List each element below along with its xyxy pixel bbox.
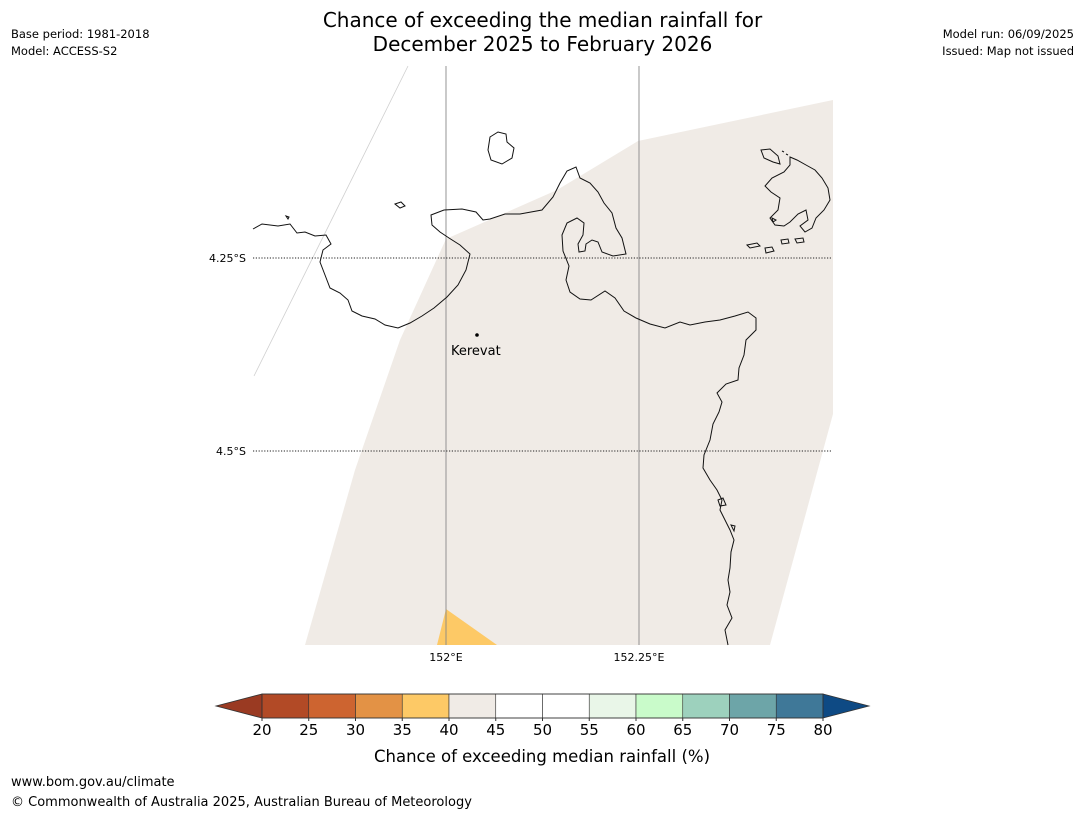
meta-left: Base period: 1981-2018 Model: ACCESS-S2 xyxy=(11,26,150,60)
colorbar-bin-20-25 xyxy=(261,693,310,719)
colorbar-bin-35-40 xyxy=(401,693,450,719)
colorbar-tick-label-75: 75 xyxy=(767,721,786,739)
islet-small xyxy=(393,201,406,209)
meta-right: Model run: 06/09/2025 Issued: Map not is… xyxy=(942,26,1074,60)
colorbar-tick-label-40: 40 xyxy=(439,721,458,739)
colorbar-bin-30-35 xyxy=(355,693,403,719)
colorbar-bin-25-30 xyxy=(308,693,356,719)
coastline-west xyxy=(252,166,757,646)
colorbar-bin-45-50 xyxy=(495,693,543,719)
colorbar-bin-60-65 xyxy=(635,693,684,719)
base-period: Base period: 1981-2018 xyxy=(11,27,150,41)
footer-copyright: © Commonwealth of Australia 2025, Austra… xyxy=(11,795,472,810)
lat-label-4-5: 4.5°S xyxy=(216,445,246,458)
title-line-2: December 2025 to February 2026 xyxy=(372,32,713,56)
coastlines xyxy=(252,131,831,646)
forecast-region xyxy=(305,100,833,645)
colorbar-bin-50-55 xyxy=(542,693,590,719)
issued-status: Issued: Map not issued xyxy=(942,44,1074,58)
orange-probability-patch xyxy=(437,609,497,645)
colorbar-tick-label-55: 55 xyxy=(580,721,599,739)
colorbar-tick-label-30: 30 xyxy=(346,721,365,739)
title-line-1: Chance of exceeding the median rainfall … xyxy=(322,8,763,32)
colorbar-bin-55-60 xyxy=(588,693,637,719)
colorbar-tick-label-25: 25 xyxy=(299,721,318,739)
kerevat-label: Kerevat xyxy=(451,344,501,359)
estuary-detail-1 xyxy=(717,497,727,507)
colorbar: 20 25 30 35 40 45 50 55 60 65 70 75 80 xyxy=(214,693,871,739)
estuary-detail-2 xyxy=(730,524,736,533)
colorbar-tick-label-60: 60 xyxy=(626,721,645,739)
colorbar-tick-label-65: 65 xyxy=(673,721,692,739)
model-name: Model: ACCESS-S2 xyxy=(11,44,118,58)
colorbar-tick-label-80: 80 xyxy=(813,721,832,739)
islet-dot xyxy=(284,215,290,220)
lat-label-4-25: 4.25°S xyxy=(209,252,246,265)
islet-dots-east xyxy=(781,150,789,156)
footer-url[interactable]: www.bom.gov.au/climate xyxy=(11,775,175,790)
map-boundary-line xyxy=(253,65,409,377)
colorbar-bin-65-70 xyxy=(682,693,730,719)
colorbar-tick-label-70: 70 xyxy=(720,721,739,739)
island-group-east xyxy=(745,148,831,254)
colorbar-bin-70-75 xyxy=(729,693,777,719)
kerevat-marker xyxy=(475,333,479,337)
colorbar-low-extend xyxy=(214,693,263,719)
colorbar-bin-40-45 xyxy=(448,693,497,719)
colorbar-tick-label-35: 35 xyxy=(393,721,412,739)
colorbar-bin-75-80 xyxy=(775,693,824,719)
colorbar-high-extend xyxy=(822,693,871,719)
colorbar-tick-label-20: 20 xyxy=(252,721,271,739)
colorbar-tick-label-45: 45 xyxy=(486,721,505,739)
colorbar-label: Chance of exceeding median rainfall (%) xyxy=(374,747,710,766)
colorbar-tick-label-50: 50 xyxy=(533,721,552,739)
lon-label-152: 152°E xyxy=(429,651,462,664)
island-north xyxy=(487,131,515,165)
lon-label-152-25: 152.25°E xyxy=(614,651,665,664)
model-run: Model run: 06/09/2025 xyxy=(942,27,1074,41)
map-title: Chance of exceeding the median rainfall … xyxy=(0,8,1085,56)
